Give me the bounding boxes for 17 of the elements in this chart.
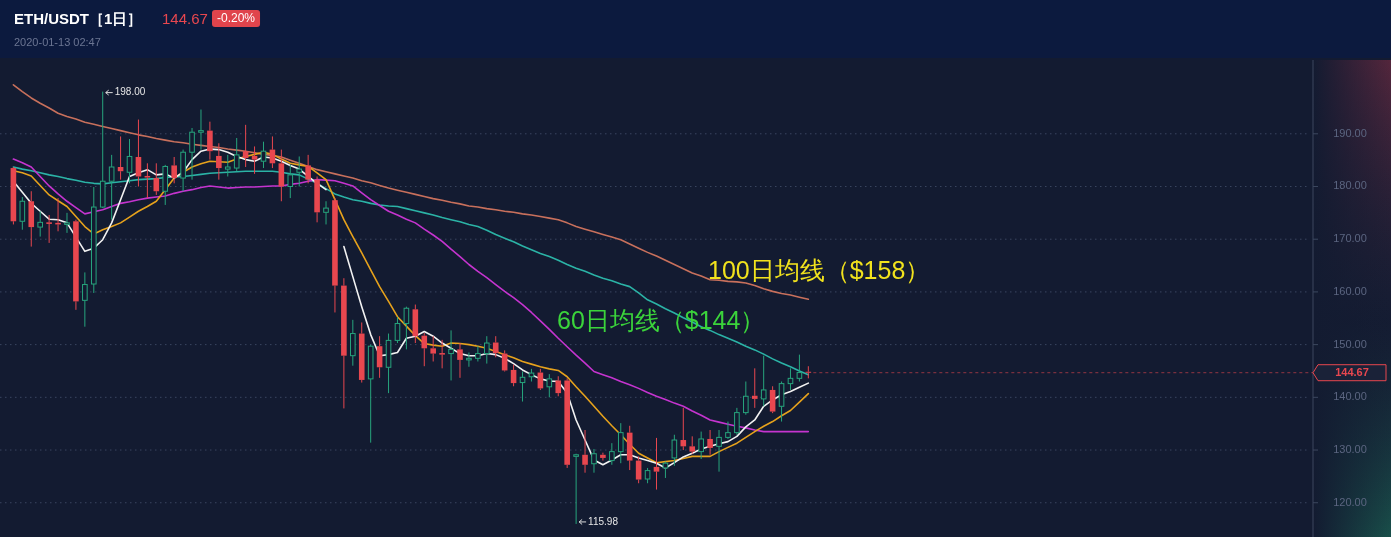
annotation: 115.98 <box>588 515 619 527</box>
y-tick-label: 130.00 <box>1333 442 1367 455</box>
y-tick-label: 160.00 <box>1333 284 1367 297</box>
y-tick-label: 190.00 <box>1333 126 1367 139</box>
text: 144.67 <box>162 10 208 27</box>
y-tick-label: 140.00 <box>1333 390 1367 403</box>
y-tick-label: 120.00 <box>1333 495 1367 508</box>
y-tick-label: 170.00 <box>1333 232 1367 245</box>
y-tick-label: 180.00 <box>1333 179 1367 192</box>
ref-line-label: 144.67 <box>1335 365 1369 378</box>
y-tick-label: 150.00 <box>1333 337 1367 350</box>
chart-subtitle: 2020-01-13 02:47 <box>14 36 101 48</box>
ref-line: 144.67 <box>812 364 1387 382</box>
annotation: 100日均线（$158） <box>708 256 931 284</box>
chart-title: ETH/USDT［1日］ <box>14 10 143 27</box>
annotation: 198.00 <box>114 86 146 98</box>
text: -0.20% <box>217 11 256 26</box>
